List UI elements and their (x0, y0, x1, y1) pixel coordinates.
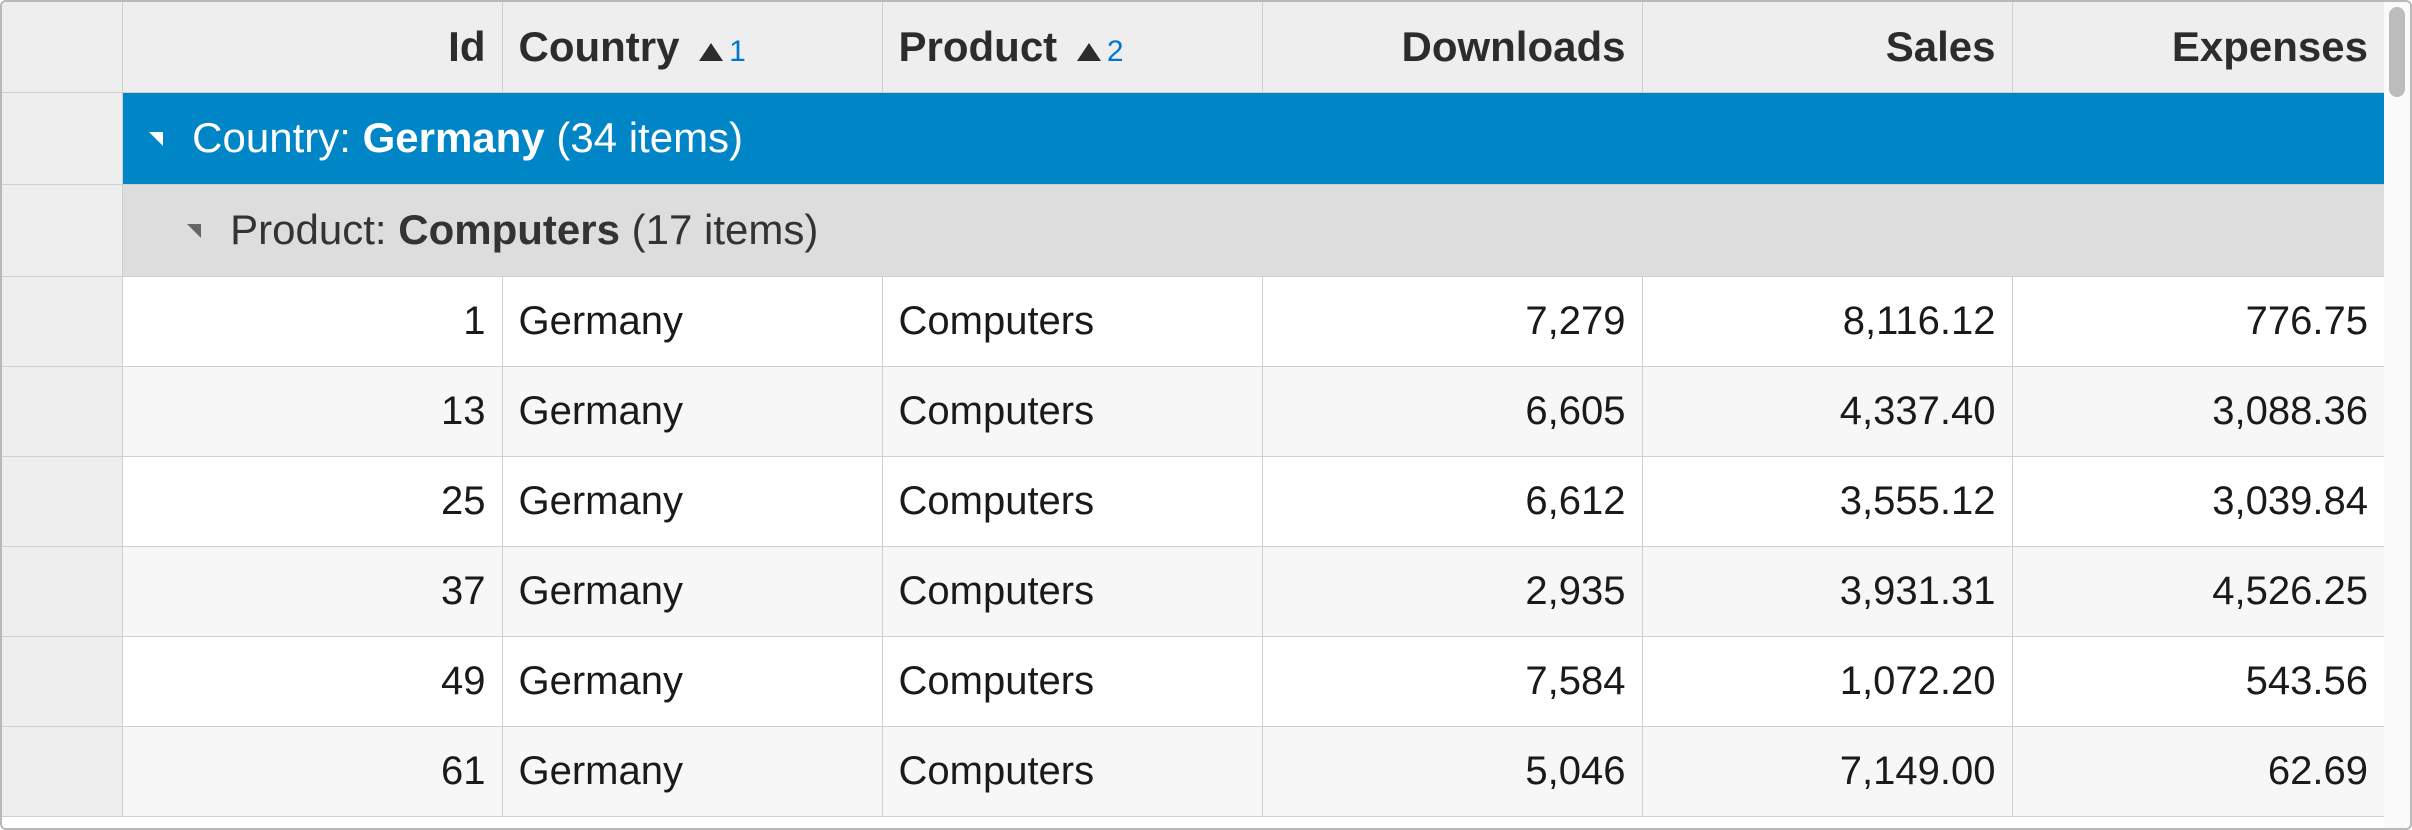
cell-expenses: 543.56 (2012, 636, 2384, 726)
rownum-cell (2, 456, 122, 546)
header-sales-label: Sales (1886, 23, 1996, 70)
group-cell-country[interactable]: Country: Germany (34 items) (122, 92, 2384, 184)
group-label: Product: (230, 206, 386, 253)
cell-sales: 4,337.40 (1642, 366, 2012, 456)
header-expenses[interactable]: Expenses (2012, 2, 2384, 92)
grid-table: Id Country 1 Product 2 (2, 2, 2384, 817)
vertical-scrollbar[interactable] (2384, 2, 2410, 828)
scrollbar-thumb[interactable] (2389, 7, 2405, 97)
cell-id: 37 (122, 546, 502, 636)
cell-country: Germany (502, 726, 882, 816)
group-rownum-cell (2, 92, 122, 184)
cell-product: Computers (882, 636, 1262, 726)
header-sales[interactable]: Sales (1642, 2, 2012, 92)
cell-product: Computers (882, 546, 1262, 636)
sort-asc-icon (699, 43, 723, 61)
group-row-product[interactable]: Product: Computers (17 items) (2, 184, 2384, 276)
table-row[interactable]: 1GermanyComputers7,2798,116.12776.75 (2, 276, 2384, 366)
cell-downloads: 6,612 (1262, 456, 1642, 546)
header-id[interactable]: Id (122, 2, 502, 92)
cell-sales: 7,149.00 (1642, 726, 2012, 816)
cell-product: Computers (882, 276, 1262, 366)
cell-sales: 1,072.20 (1642, 636, 2012, 726)
group-label: Country: (192, 114, 351, 161)
cell-downloads: 6,605 (1262, 366, 1642, 456)
cell-product: Computers (882, 726, 1262, 816)
rownum-cell (2, 366, 122, 456)
rownum-cell (2, 276, 122, 366)
table-row[interactable]: 13GermanyComputers6,6054,337.403,088.36 (2, 366, 2384, 456)
rownum-cell (2, 726, 122, 816)
cell-country: Germany (502, 636, 882, 726)
expand-icon[interactable] (187, 224, 201, 238)
header-downloads-label: Downloads (1401, 23, 1625, 70)
cell-product: Computers (882, 366, 1262, 456)
sort-asc-icon (1077, 43, 1101, 61)
cell-sales: 8,116.12 (1642, 276, 2012, 366)
rownum-cell (2, 636, 122, 726)
rownum-cell (2, 546, 122, 636)
header-row: Id Country 1 Product 2 (2, 2, 2384, 92)
header-expenses-label: Expenses (2172, 23, 2368, 70)
group-row-country[interactable]: Country: Germany (34 items) (2, 92, 2384, 184)
cell-expenses: 3,088.36 (2012, 366, 2384, 456)
cell-id: 25 (122, 456, 502, 546)
table-row[interactable]: 37GermanyComputers2,9353,931.314,526.25 (2, 546, 2384, 636)
expand-icon[interactable] (149, 132, 163, 146)
cell-sales: 3,931.31 (1642, 546, 2012, 636)
sort-indicator-product: 2 (1077, 35, 1124, 69)
cell-expenses: 776.75 (2012, 276, 2384, 366)
sort-order-country: 1 (729, 35, 746, 69)
header-country-label: Country (519, 23, 680, 70)
sort-order-product: 2 (1107, 35, 1124, 69)
cell-id: 13 (122, 366, 502, 456)
group-value: Germany (363, 114, 545, 161)
sort-indicator-country: 1 (699, 35, 746, 69)
cell-country: Germany (502, 546, 882, 636)
header-downloads[interactable]: Downloads (1262, 2, 1642, 92)
header-id-label: Id (448, 23, 485, 70)
cell-country: Germany (502, 456, 882, 546)
cell-id: 61 (122, 726, 502, 816)
table-row[interactable]: 49GermanyComputers7,5841,072.20543.56 (2, 636, 2384, 726)
cell-country: Germany (502, 276, 882, 366)
cell-downloads: 2,935 (1262, 546, 1642, 636)
cell-product: Computers (882, 456, 1262, 546)
header-rownum[interactable] (2, 2, 122, 92)
cell-expenses: 3,039.84 (2012, 456, 2384, 546)
cell-downloads: 7,279 (1262, 276, 1642, 366)
data-grid: Id Country 1 Product 2 (0, 0, 2412, 830)
cell-expenses: 62.69 (2012, 726, 2384, 816)
group-value: Computers (398, 206, 620, 253)
cell-sales: 3,555.12 (1642, 456, 2012, 546)
table-row[interactable]: 25GermanyComputers6,6123,555.123,039.84 (2, 456, 2384, 546)
group-count: (17 items) (632, 206, 819, 253)
group-cell-product[interactable]: Product: Computers (17 items) (122, 184, 2384, 276)
header-country[interactable]: Country 1 (502, 2, 882, 92)
header-product[interactable]: Product 2 (882, 2, 1262, 92)
grid-viewport: Id Country 1 Product 2 (2, 2, 2384, 828)
cell-downloads: 7,584 (1262, 636, 1642, 726)
cell-country: Germany (502, 366, 882, 456)
cell-id: 49 (122, 636, 502, 726)
cell-downloads: 5,046 (1262, 726, 1642, 816)
cell-expenses: 4,526.25 (2012, 546, 2384, 636)
cell-id: 1 (122, 276, 502, 366)
header-product-label: Product (899, 23, 1058, 70)
group-count: (34 items) (556, 114, 743, 161)
table-row[interactable]: 61GermanyComputers5,0467,149.0062.69 (2, 726, 2384, 816)
group-rownum-cell (2, 184, 122, 276)
